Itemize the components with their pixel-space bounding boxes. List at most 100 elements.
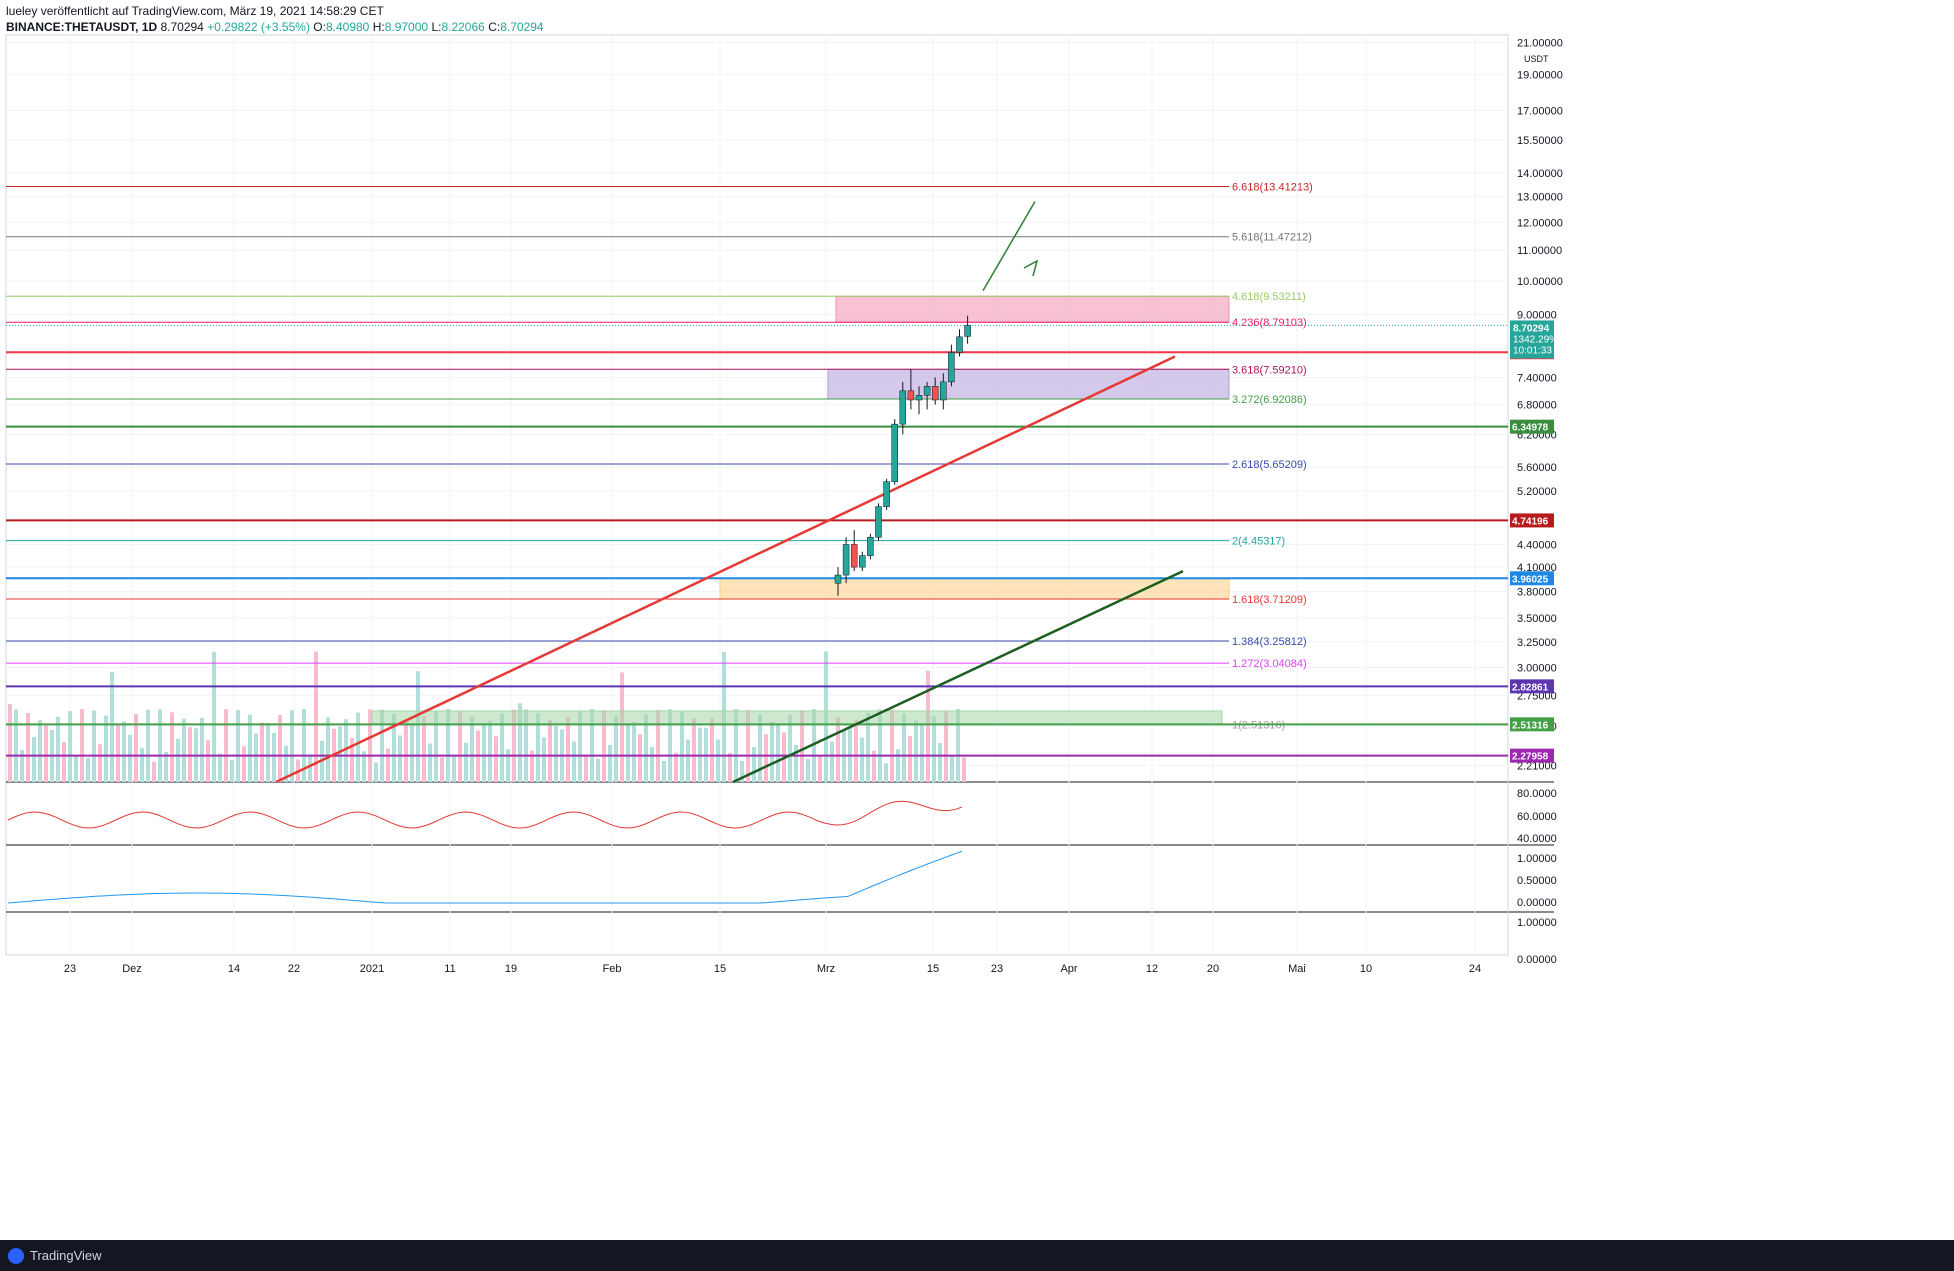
y-tick-label: 3.80000: [1517, 587, 1557, 599]
volume-bar: [614, 715, 618, 782]
volume-bar: [878, 709, 882, 782]
green-trendline: [732, 569, 1184, 784]
candle-body: [891, 423, 898, 482]
volume-bar: [890, 709, 894, 782]
x-tick-label: 20: [1207, 963, 1219, 975]
rsi-line: [7, 800, 963, 829]
volume-bars: [8, 651, 966, 782]
volume-bar: [464, 742, 468, 782]
indicator-panes: 80.0000 60.0000 40.0000 1.00000 0.50000 0.000…: [7, 788, 1557, 966]
open-label: O:: [313, 20, 326, 34]
currency-label: USDT: [1524, 54, 1549, 64]
volume-bar: [896, 749, 900, 782]
candles: [834, 315, 971, 596]
volume-bar: [626, 723, 630, 782]
x-tick-label: 15: [714, 963, 726, 975]
y-tick-label: 11.00000: [1517, 245, 1562, 257]
volume-bar: [680, 712, 684, 782]
volume-bar: [866, 712, 870, 782]
time-axis: 23 Dez 14 22 2021 11 19 Feb 15 Mrz 15 23 Apr 12 20 Mai 1…: [64, 963, 1481, 975]
x-tick-label: 10: [1360, 963, 1372, 975]
y-tick-label: 5.20000: [1517, 486, 1557, 498]
volume-bar: [734, 709, 738, 782]
volume-bar: [128, 734, 132, 782]
volume-bar: [524, 709, 528, 782]
volume-bar: [254, 733, 258, 782]
volume-bar: [8, 704, 12, 782]
macd-tick: 1.00000: [1517, 853, 1557, 865]
last-price-badge: [1510, 320, 1554, 359]
volume-bar: [404, 721, 408, 782]
price-change: +0.29822 (+3.55%): [207, 20, 310, 34]
volume-bar: [446, 709, 450, 782]
volume-bar: [80, 709, 84, 782]
volume-bar: [830, 741, 834, 782]
osc-tick: 0.00000: [1517, 954, 1557, 966]
volume-bar: [758, 714, 762, 782]
volume-bar: [776, 723, 780, 782]
publish-info: lueley veröffentlicht auf TradingView.co…: [6, 4, 384, 18]
x-tick-label: 2021: [360, 963, 384, 975]
chart-grid: [5, 34, 1554, 956]
volume-bar: [116, 723, 120, 782]
volume-bar: [620, 672, 624, 782]
volume-bar: [572, 741, 576, 782]
volume-bar: [662, 761, 666, 782]
high-value: 8.97000: [384, 20, 429, 34]
level-badge: [1510, 717, 1554, 732]
price-chart[interactable]: 6.618(13.41213) 5.618(11.47212) 4.618(9.53…: [0, 0, 1954, 1240]
volume-bar: [668, 709, 672, 782]
x-tick-label: 15: [927, 963, 939, 975]
osc-tick: 1.00000: [1517, 917, 1557, 929]
fib-label: 2(4.45317): [1232, 536, 1285, 548]
fib-label: 3.272(6.92086): [1232, 394, 1307, 406]
volume-bar: [494, 736, 498, 782]
volume-bar: [548, 719, 552, 782]
volume-bar: [806, 758, 810, 782]
volume-bar: [554, 726, 558, 782]
fib-label: 5.618(11.47212): [1232, 232, 1312, 244]
volume-bar: [938, 742, 942, 782]
volume-bar: [884, 763, 888, 782]
volume-bar: [434, 710, 438, 782]
x-tick-label: Apr: [1060, 963, 1077, 975]
volume-bar: [692, 718, 696, 782]
level-badge-label: 2.27958: [1512, 752, 1549, 763]
level-badge: [1510, 419, 1554, 434]
volume-bar: [746, 709, 750, 782]
candle-body: [859, 555, 866, 568]
volume-bar: [308, 754, 312, 782]
volume-bar: [566, 717, 570, 782]
chart-header: lueley veröffentlicht auf TradingView.co…: [6, 3, 544, 35]
volume-bar: [242, 746, 246, 782]
volume-bar: [542, 737, 546, 782]
volume-bar: [68, 711, 72, 782]
volume-bar: [590, 709, 594, 782]
candle-body: [883, 481, 890, 507]
y-tick-label: 13.00000: [1517, 192, 1563, 204]
high-label: H:: [372, 20, 385, 34]
level-badge: [1510, 513, 1554, 528]
fib-levels: 6.618(13.41213) 5.618(11.47212) 4.618(9.53…: [6, 182, 1508, 757]
volume-bar: [674, 752, 678, 782]
y-tick-label: 14.00000: [1517, 168, 1563, 180]
low-value: 8.22066: [441, 20, 485, 34]
last-price: 8.70294: [160, 20, 204, 34]
volume-bar: [422, 715, 426, 782]
symbol-line: BINANCE:THETAUSDT, 1D 8.70294 +0.29822 (…: [6, 19, 544, 35]
y-tick-label: 3.50000: [1517, 613, 1557, 625]
volume-bar: [410, 724, 414, 782]
candle-body: [899, 390, 907, 425]
y-tick-label: 9.00000: [1517, 310, 1557, 322]
volume-bar: [278, 714, 282, 782]
volume-bar: [602, 710, 606, 782]
volume-bar: [74, 755, 78, 782]
x-tick-label: 24: [1469, 963, 1481, 975]
macd-line: [7, 850, 963, 904]
volume-bar: [26, 713, 30, 782]
volume-bar: [218, 753, 222, 782]
volume-bar: [200, 717, 204, 782]
y-tick-label: 4.10000: [1517, 562, 1557, 574]
volume-bar: [344, 719, 348, 782]
candle-body: [915, 395, 923, 401]
